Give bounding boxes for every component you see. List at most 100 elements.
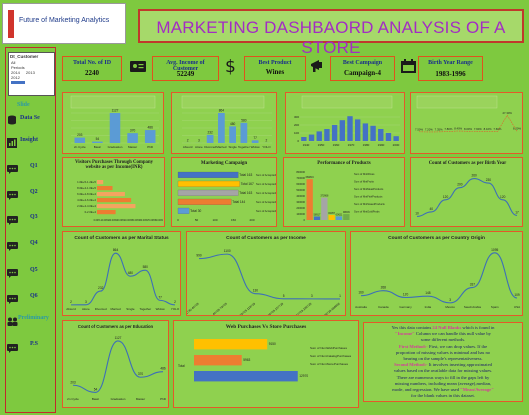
y-tick-label: 400000 xyxy=(296,194,305,198)
data-label: 260 xyxy=(471,174,477,178)
slicer-item[interactable]: All xyxy=(11,60,16,65)
bar xyxy=(306,179,313,220)
data-label: 864 xyxy=(219,109,225,113)
legend-label: Sum of MntWines xyxy=(354,172,375,176)
tick-label: 1980 xyxy=(363,143,370,147)
tick-label: YOLO xyxy=(171,307,180,311)
kpi-label: Best Product xyxy=(258,60,292,66)
data-label: 2 xyxy=(70,300,72,304)
slicer-item[interactable]: Periods xyxy=(11,65,25,70)
chat-icon xyxy=(7,161,18,179)
kpi-value: 52249 xyxy=(176,70,195,78)
sidebar-item-q3[interactable]: Q3 xyxy=(30,214,38,220)
database-icon xyxy=(7,112,17,125)
tick-label: 1940 xyxy=(303,143,310,147)
data-label: 3 xyxy=(449,298,451,302)
chart-marital-bars: 2 Absurd 3 Alone 232 Divorced 864 Married 480 Sin… xyxy=(171,92,277,154)
legend-label: Sum of NumWebPurchases xyxy=(310,346,347,350)
legend-label: Sum of AcceptedCmp2 xyxy=(256,182,276,186)
sidebar-item-q4[interactable]: Q4 xyxy=(30,240,38,246)
tick-label: Master xyxy=(128,145,137,149)
tick-label: Canada xyxy=(378,305,389,309)
note-line: Yes this data contains 24 Null Blanks wh… xyxy=(391,325,495,330)
bar xyxy=(194,355,242,366)
tick-label: Together xyxy=(238,145,250,149)
web-purchases-bar-chart: 1.0E+5-1.2E+5 8.0E+4-1.0E+5 6.0E+4-8.0E+4 4… xyxy=(77,180,164,222)
x-tick-label: 20.00% xyxy=(108,219,117,222)
bar xyxy=(177,207,190,214)
data-label: 680816 xyxy=(306,176,315,179)
tick-label: Saudi Arabia xyxy=(464,305,481,309)
series-line xyxy=(70,252,176,306)
income-line-chart: 990 1730-40729 1100 40729-79729 130 79729-118… xyxy=(185,249,341,318)
bar xyxy=(97,198,132,203)
x-tick-label: 70.00% xyxy=(147,219,156,222)
bar xyxy=(331,125,338,141)
slicer-item[interactable]: 2012 xyxy=(11,75,20,80)
null-values-note: Yes this data contains 24 Null Blanks wh… xyxy=(363,322,523,402)
tick-label: Single xyxy=(126,307,135,311)
tick-label: Married xyxy=(110,307,121,311)
education-line-chart: 203 2n Cycle 54 Basic 1127 Graduation 370 Maste… xyxy=(67,336,167,401)
bar xyxy=(92,141,103,143)
bar xyxy=(355,119,361,141)
sidebar-item-ps[interactable]: P.S xyxy=(30,341,38,347)
tick-label: Widow xyxy=(156,307,166,311)
tick-label: 1970 xyxy=(348,143,355,147)
data-label: 77 xyxy=(253,136,257,140)
sidebar-item-q1[interactable]: Q1 xyxy=(30,163,38,169)
chart-birth-line: Count of Customers as per Birth Year 10 4… xyxy=(410,157,523,227)
data-label: 5963 xyxy=(243,358,250,362)
data-label: 486 xyxy=(148,126,154,130)
sidebar-item-data-set[interactable]: Data Se xyxy=(20,115,40,121)
data-label: 120 xyxy=(403,293,409,297)
sidebar-item-q6[interactable]: Q6 xyxy=(30,293,38,299)
bar xyxy=(177,171,239,178)
y-tick-label: 200 xyxy=(294,123,299,127)
campaigns-title: Marketing Campaign xyxy=(200,161,248,166)
date-slicer[interactable]: Dt_Customer All Periods 2014 2013 2012 xyxy=(8,52,55,96)
sidebar-item-insight[interactable]: Insight xyxy=(20,137,39,143)
data-label: Total 30 xyxy=(190,209,201,213)
data-label: 7.80% xyxy=(444,127,452,131)
tick-label: Divorced xyxy=(204,145,216,149)
chart-birthyear-bars: 0 100 200 300 1940 1950 1960 1970 1980 1990 2000 xyxy=(285,92,405,154)
calendar-icon xyxy=(401,59,416,79)
slicer-timeline-bar[interactable] xyxy=(11,81,25,84)
bar xyxy=(97,210,116,215)
data-label: 232 xyxy=(98,286,104,290)
data-label: 17 xyxy=(515,210,519,214)
x-tick-label: 80.00% xyxy=(155,219,164,222)
sidebar-item-preliminary[interactable]: Preliminary xyxy=(18,315,49,321)
data-label: 7.90% xyxy=(474,127,482,131)
bar xyxy=(251,140,259,143)
bar xyxy=(177,198,232,205)
tick-label: Spain xyxy=(491,305,499,309)
country-line-title: Count of Customers as per Country Origin xyxy=(388,236,485,241)
data-label: 98609 xyxy=(343,211,350,214)
kpi-total-id: Total No. of ID 2240 xyxy=(62,56,122,81)
bar xyxy=(240,122,248,143)
sidebar-item-q2[interactable]: Q2 xyxy=(30,189,38,195)
tick-label: 79729-118729 xyxy=(239,301,256,315)
chart-title-box xyxy=(301,95,393,109)
data-label: 203 xyxy=(77,133,83,137)
data-label: 120 xyxy=(500,195,506,199)
megaphone-icon xyxy=(310,59,326,79)
legend-label: Sum of MntFruits xyxy=(354,180,374,184)
sidebar-item-q5[interactable]: Q5 xyxy=(30,267,38,273)
data-label: 27.30% xyxy=(502,111,512,115)
data-label: Total 144 xyxy=(232,200,245,204)
slicer-item[interactable]: 2013 xyxy=(25,70,35,75)
tick-label: Widow xyxy=(251,145,261,149)
insight-icon xyxy=(7,135,17,148)
note-line: missing numbers, including mean (average… xyxy=(394,380,492,386)
birthyear-bar-chart: 0 100 200 300 1940 1950 1960 1970 1980 1990 2000 xyxy=(294,95,400,147)
chart-web-vs-store: Web Purchases Vs Store Purchases 9150 Sum… xyxy=(173,320,359,408)
slicer-item[interactable]: 2014 xyxy=(11,70,20,75)
data-label: 60621 xyxy=(336,213,343,216)
bar xyxy=(316,131,322,141)
data-label: 370 xyxy=(130,129,136,133)
chat-icon xyxy=(7,238,18,256)
